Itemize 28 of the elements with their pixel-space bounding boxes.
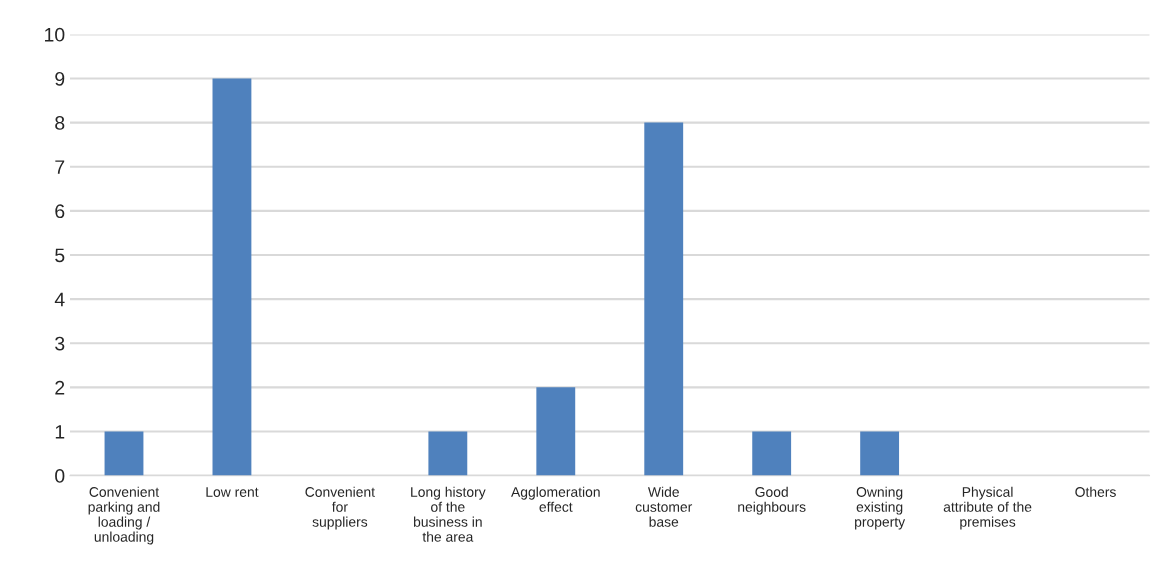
y-tick-label: 8 — [55, 116, 65, 130]
x-tick-label: Owning existing property — [855, 486, 906, 530]
bar — [536, 387, 576, 476]
x-tick-label: Low rent — [206, 487, 259, 497]
y-tick-label: 9 — [55, 71, 65, 86]
x-tick-label: Agglomeration effect — [511, 486, 600, 512]
x-tick-label: Good neighbours — [738, 486, 806, 515]
y-tick-label: 5 — [55, 248, 65, 263]
x-tick-label: Convenient parking and loading / unloading — [88, 486, 160, 545]
x-tick-label: Others — [1075, 486, 1116, 497]
y-tick-label: 6 — [55, 204, 65, 219]
bar — [860, 431, 900, 476]
bar — [644, 122, 684, 476]
y-tick-label: 2 — [55, 380, 65, 395]
x-tick-label: Wide customer base — [635, 486, 693, 527]
y-tick-label: 3 — [55, 336, 65, 351]
x-tick-label: Convenient for suppliers — [305, 486, 375, 530]
bar — [752, 431, 792, 476]
bar — [428, 431, 468, 476]
y-tick-label: 1 — [55, 425, 65, 439]
x-tick-label: Physical attribute of the premises — [943, 486, 1032, 530]
x-tick-label: Long history of the business in the area — [411, 486, 486, 542]
y-tick-label: 0 — [55, 469, 65, 483]
bar — [212, 78, 252, 476]
bar — [104, 431, 144, 476]
y-tick-label: 7 — [55, 160, 65, 174]
y-tick-label: 10 — [45, 27, 65, 42]
y-tick-label: 4 — [54, 292, 65, 307]
